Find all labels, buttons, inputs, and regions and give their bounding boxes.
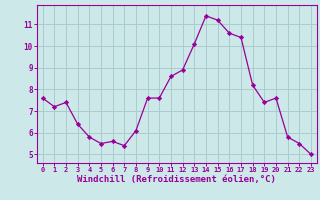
X-axis label: Windchill (Refroidissement éolien,°C): Windchill (Refroidissement éolien,°C): [77, 175, 276, 184]
